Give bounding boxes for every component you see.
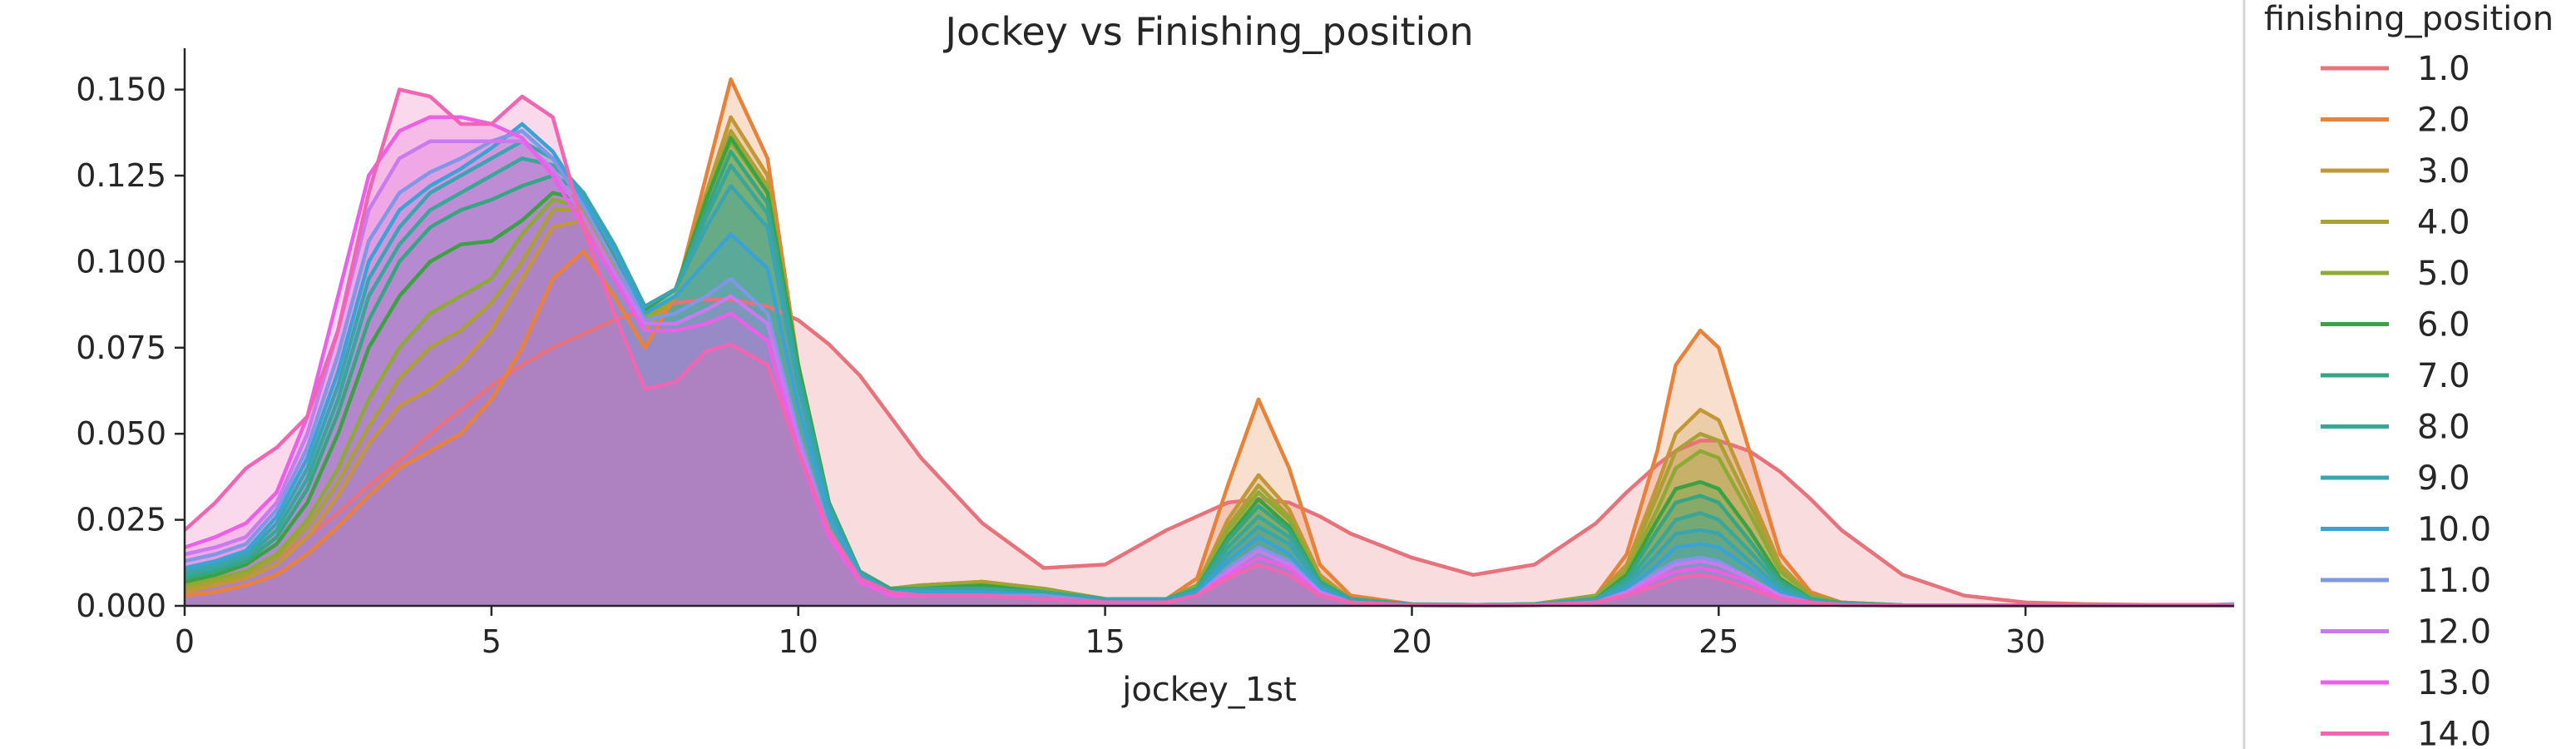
legend-label: 5.0	[2417, 255, 2470, 293]
series-area-2-0	[185, 79, 2234, 606]
x-tick-label: 10	[779, 623, 818, 660]
series-area-14-0	[185, 89, 2234, 607]
legend-label: 4.0	[2417, 204, 2470, 242]
series-area-7-0	[185, 151, 2234, 607]
legend-label: 8.0	[2417, 409, 2470, 447]
legend-item-13-0: 13.0	[2321, 664, 2491, 702]
x-tick-label: 5	[482, 623, 502, 660]
x-tick-label: 20	[1392, 623, 1431, 660]
legend-title: finishing_position	[2264, 0, 2554, 38]
plot-area	[183, 77, 2235, 608]
legend-item-1-0: 1.0	[2321, 50, 2470, 88]
y-axis-ticks: 0.000 0.025 0.050 0.075 0.100 0.125 0.150	[76, 72, 185, 624]
legend-item-9-0: 9.0	[2321, 459, 2470, 498]
series-area-10-0	[185, 124, 2234, 606]
legend-label: 14.0	[2417, 716, 2491, 749]
legend-label: 2.0	[2417, 102, 2470, 140]
legend-label: 13.0	[2417, 664, 2491, 702]
legend-label: 11.0	[2417, 562, 2491, 600]
y-tick-label: 0.075	[76, 330, 166, 366]
x-tick-label: 25	[1698, 623, 1738, 660]
legend-item-5-0: 5.0	[2321, 255, 2470, 293]
series-area-5-0	[185, 141, 2234, 606]
legend-item-12-0: 12.0	[2321, 613, 2491, 652]
x-tick-label: 15	[1085, 623, 1125, 660]
series-area-12-0	[185, 141, 2234, 606]
axes: 0 5 10 15 20 25 30 0.0000.0250.0500.0750.1000.…	[76, 48, 2234, 709]
y-tick-label: 0.100	[76, 243, 166, 280]
chart-title: Jockey vs Finishing_position	[942, 9, 1473, 54]
y-tick-label: 0.025	[76, 502, 166, 538]
legend-item-10-0: 10.0	[2321, 511, 2491, 549]
series-line-14-0	[183, 87, 2234, 608]
y-tick-label: 0.125	[76, 157, 166, 194]
x-axis-title: jockey_1st	[1121, 671, 1297, 709]
legend-item-3-0: 3.0	[2321, 152, 2470, 191]
legend-label: 3.0	[2417, 152, 2470, 191]
legend-label: 7.0	[2417, 357, 2470, 395]
legend-item-8-0: 8.0	[2321, 409, 2470, 447]
legend: finishing_position 1.0 2.0 3.0 4.0 5.0 6.0 7.0…	[2264, 0, 2554, 749]
x-axis-ticks: 0 5 10 15 20 25 30	[175, 606, 2045, 660]
series-line-1-0	[184, 297, 2235, 608]
legend-items: 1.0 2.0 3.0 4.0 5.0 6.0 7.0 8.0 9.0 10.0 11.0 12.0 1…	[2321, 50, 2491, 749]
legend-label: 12.0	[2417, 613, 2491, 652]
x-tick-label: 0	[175, 623, 195, 660]
y-tick-label: 0.000	[76, 588, 166, 624]
series-area-9-0	[185, 141, 2234, 606]
y-tick-label: 0.050	[76, 415, 166, 452]
series-line-9-0	[184, 139, 2234, 608]
series-area-11-0	[185, 131, 2234, 607]
legend-item-14-0: 14.0	[2321, 716, 2491, 749]
series-area-6-0	[185, 137, 2234, 606]
series-area-1-0	[185, 299, 2234, 606]
legend-item-7-0: 7.0	[2321, 357, 2470, 395]
legend-item-2-0: 2.0	[2321, 102, 2470, 140]
legend-label: 1.0	[2417, 50, 2470, 88]
legend-label: 10.0	[2417, 511, 2491, 549]
x-tick-label: 30	[2005, 623, 2045, 660]
legend-item-4-0: 4.0	[2321, 204, 2470, 242]
legend-item-11-0: 11.0	[2321, 562, 2491, 600]
legend-item-6-0: 6.0	[2321, 306, 2470, 345]
legend-label: 6.0	[2417, 306, 2470, 345]
series-area-13-0	[185, 117, 2234, 606]
y-tick-label: 0.150	[76, 72, 166, 108]
legend-label: 9.0	[2417, 459, 2470, 498]
